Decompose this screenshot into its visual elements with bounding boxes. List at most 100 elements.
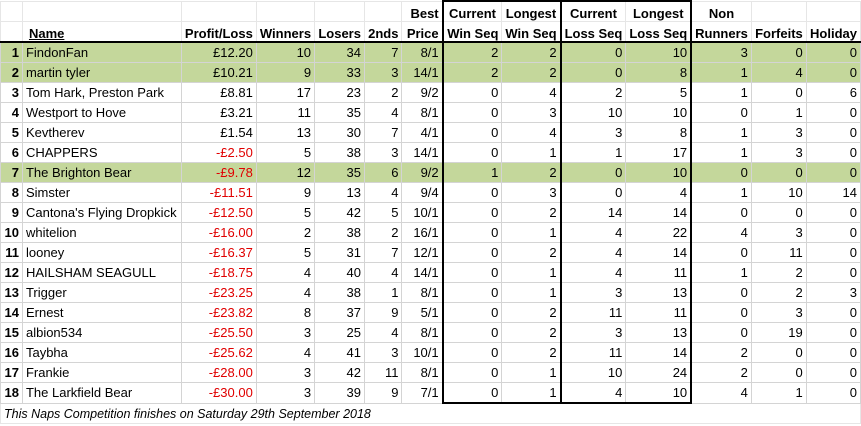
holiday-cell: 0 bbox=[805, 142, 861, 163]
longest-loss-seq-cell: 14 bbox=[625, 202, 693, 223]
seconds-cell: 5 bbox=[363, 202, 403, 223]
longest-win-seq-cell: 1 bbox=[501, 362, 562, 383]
header-holiday-blank bbox=[805, 0, 861, 22]
non-runners-cell: 1 bbox=[690, 182, 752, 203]
longest-loss-seq-cell: 5 bbox=[625, 82, 693, 103]
losers-cell: 31 bbox=[314, 242, 365, 263]
losers-cell: 35 bbox=[314, 162, 365, 183]
table-row: 16 Taybha -£25.62 4 41 3 10/1 0 2 11 14 2 0 0 bbox=[0, 342, 861, 363]
header-longest-loss: Loss Seq bbox=[625, 21, 693, 43]
winners-cell: 5 bbox=[255, 142, 316, 163]
seconds-cell: 7 bbox=[363, 242, 403, 263]
losers-cell: 41 bbox=[314, 342, 365, 363]
current-win-seq-cell: 1 bbox=[441, 162, 503, 183]
losers-cell: 38 bbox=[314, 142, 365, 163]
header-pos bbox=[0, 21, 23, 43]
player-name-cell: Westport to Hove bbox=[21, 102, 182, 123]
header-row-bottom: Name Profit/Loss Winners Losers 2nds Pri… bbox=[0, 21, 861, 43]
winners-cell: 5 bbox=[255, 202, 316, 223]
header-name: Name bbox=[21, 21, 182, 43]
best-price-cell: 8/1 bbox=[401, 322, 444, 343]
table-row: 1 FindonFan £12.20 10 34 7 8/1 2 2 0 10 3 0 0 bbox=[0, 41, 861, 63]
current-loss-seq-cell: 10 bbox=[560, 102, 627, 123]
header-non-runners-top: Non bbox=[690, 0, 752, 22]
forfeits-cell: 3 bbox=[750, 122, 807, 143]
current-loss-seq-cell: 10 bbox=[560, 362, 627, 383]
current-loss-seq-cell: 1 bbox=[560, 142, 627, 163]
losers-cell: 35 bbox=[314, 102, 365, 123]
holiday-cell: 0 bbox=[805, 202, 861, 223]
position-cell: 4 bbox=[0, 102, 23, 123]
longest-win-seq-cell: 4 bbox=[501, 82, 562, 103]
longest-win-seq-cell: 1 bbox=[501, 142, 562, 163]
losers-cell: 38 bbox=[314, 222, 365, 243]
header-losers-blank bbox=[314, 0, 365, 22]
non-runners-cell: 0 bbox=[690, 322, 752, 343]
seconds-cell: 4 bbox=[363, 102, 403, 123]
losers-cell: 30 bbox=[314, 122, 365, 143]
holiday-cell: 0 bbox=[805, 162, 861, 183]
losers-cell: 38 bbox=[314, 282, 365, 303]
holiday-cell: 6 bbox=[805, 82, 861, 103]
position-cell: 13 bbox=[0, 282, 23, 303]
profit-loss-cell: -£30.00 bbox=[180, 382, 257, 404]
current-loss-seq-cell: 3 bbox=[560, 122, 627, 143]
current-win-seq-cell: 0 bbox=[441, 222, 503, 243]
current-win-seq-cell: 0 bbox=[441, 142, 503, 163]
longest-loss-seq-cell: 17 bbox=[625, 142, 693, 163]
player-name-cell: Cantona's Flying Dropkick bbox=[21, 202, 182, 223]
player-name-cell: Simster bbox=[21, 182, 182, 203]
holiday-cell: 0 bbox=[805, 242, 861, 263]
header-current-win: Win Seq bbox=[441, 21, 503, 43]
best-price-cell: 16/1 bbox=[401, 222, 444, 243]
longest-loss-seq-cell: 4 bbox=[625, 182, 693, 203]
winners-cell: 4 bbox=[255, 342, 316, 363]
current-win-seq-cell: 0 bbox=[441, 382, 503, 404]
non-runners-cell: 0 bbox=[690, 302, 752, 323]
current-loss-seq-cell: 4 bbox=[560, 242, 627, 263]
longest-loss-seq-cell: 14 bbox=[625, 242, 693, 263]
best-price-cell: 12/1 bbox=[401, 242, 444, 263]
non-runners-cell: 4 bbox=[690, 222, 752, 243]
seconds-cell: 4 bbox=[363, 262, 403, 283]
header-holiday: Holiday bbox=[805, 21, 861, 43]
non-runners-cell: 0 bbox=[690, 162, 752, 183]
holiday-cell: 0 bbox=[805, 342, 861, 363]
holiday-cell: 0 bbox=[805, 62, 861, 83]
profit-loss-cell: -£16.00 bbox=[180, 222, 257, 243]
losers-cell: 42 bbox=[314, 362, 365, 383]
non-runners-cell: 0 bbox=[690, 282, 752, 303]
non-runners-cell: 1 bbox=[690, 82, 752, 103]
position-cell: 14 bbox=[0, 302, 23, 323]
current-loss-seq-cell: 0 bbox=[560, 182, 627, 203]
seconds-cell: 9 bbox=[363, 382, 403, 404]
player-name-cell: HAILSHAM SEAGULL bbox=[21, 262, 182, 283]
profit-loss-cell: £8.81 bbox=[180, 82, 257, 103]
non-runners-cell: 1 bbox=[690, 122, 752, 143]
forfeits-cell: 0 bbox=[750, 202, 807, 223]
table-row: 9 Cantona's Flying Dropkick -£12.50 5 42 5 10/… bbox=[0, 202, 861, 223]
seconds-cell: 2 bbox=[363, 222, 403, 243]
current-loss-seq-cell: 0 bbox=[560, 62, 627, 83]
current-win-seq-cell: 0 bbox=[441, 282, 503, 303]
winners-cell: 2 bbox=[255, 222, 316, 243]
current-win-seq-cell: 0 bbox=[441, 182, 503, 203]
seconds-cell: 4 bbox=[363, 322, 403, 343]
current-loss-seq-cell: 11 bbox=[560, 342, 627, 363]
current-win-seq-cell: 0 bbox=[441, 242, 503, 263]
player-name-cell: Trigger bbox=[21, 282, 182, 303]
position-cell: 7 bbox=[0, 162, 23, 183]
header-longest-win: Win Seq bbox=[501, 21, 562, 43]
table-row: 2 martin tyler £10.21 9 33 3 14/1 2 2 0 8 1 4 0 bbox=[0, 62, 861, 83]
player-name-cell: FindonFan bbox=[21, 41, 182, 63]
winners-cell: 3 bbox=[255, 382, 316, 404]
longest-loss-seq-cell: 22 bbox=[625, 222, 693, 243]
header-longest-loss-top: Longest bbox=[625, 0, 693, 22]
position-cell: 10 bbox=[0, 222, 23, 243]
best-price-cell: 9/2 bbox=[401, 82, 444, 103]
forfeits-cell: 4 bbox=[750, 62, 807, 83]
seconds-cell: 7 bbox=[363, 41, 403, 63]
seconds-cell: 3 bbox=[363, 142, 403, 163]
best-price-cell: 14/1 bbox=[401, 142, 444, 163]
non-runners-cell: 1 bbox=[690, 262, 752, 283]
